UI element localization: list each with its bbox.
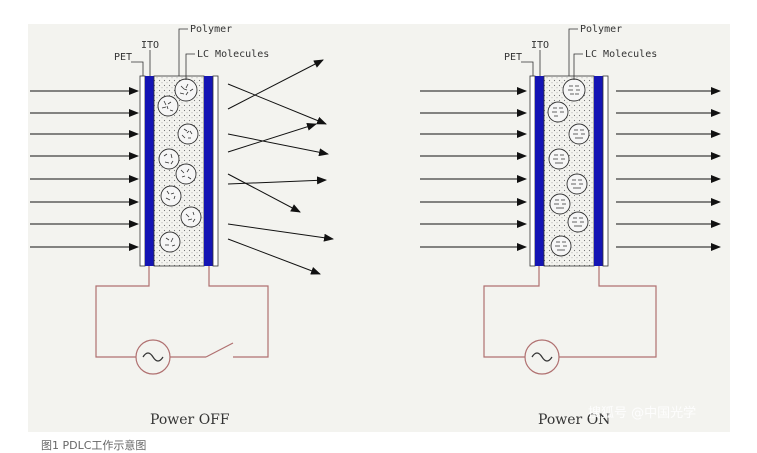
pet-layer-right [212,75,219,267]
label-polymer-on: Polymer [580,24,622,35]
pet-layer-left [139,75,146,267]
power-off-panel: PET ITO Polymer LC Molecules Power OFF [30,24,334,428]
circuit-off [95,266,269,358]
state-label-off: Power OFF [150,412,230,428]
label-ito-on: ITO [531,40,549,51]
callout-lines-off [131,28,195,80]
incoming-light-on [420,87,527,251]
label-ito-off: ITO [141,40,159,51]
figure-caption: 图1 PDLC工作示意图 [41,439,147,452]
pet-layer-right-on [602,75,609,267]
power-on-panel: PET ITO Polymer LC Molecules Power ON 搜狐… [420,24,721,428]
ac-source-icon [524,339,560,375]
lc-droplets-random [157,78,202,253]
pdlc-diagram: PET ITO Polymer LC Molecules Power OFF [30,24,721,428]
label-lc-on: LC Molecules [585,49,657,60]
incoming-light-off [30,87,139,251]
label-polymer-off: Polymer [190,24,232,35]
circuit-on [483,266,657,358]
transmitted-light [616,87,721,251]
watermark: 搜狐号 @中国光学 [588,405,696,421]
ac-source-icon [135,339,171,375]
scattered-light [227,59,334,275]
callout-lines-on [521,28,583,80]
label-pet-on: PET [504,52,522,63]
label-lc-off: LC Molecules [197,49,269,60]
state-label-on: Power ON [538,412,610,428]
lc-droplets-aligned [547,78,590,257]
pet-layer-left-on [529,75,536,267]
ito-electrode-right [204,76,213,266]
pdlc-figure: PET ITO Polymer LC Molecules Power OFF [28,24,730,432]
ito-electrode-left [145,76,154,266]
ito-electrode-right-on [594,76,603,266]
label-pet-off: PET [114,52,132,63]
ito-electrode-left-on [535,76,544,266]
